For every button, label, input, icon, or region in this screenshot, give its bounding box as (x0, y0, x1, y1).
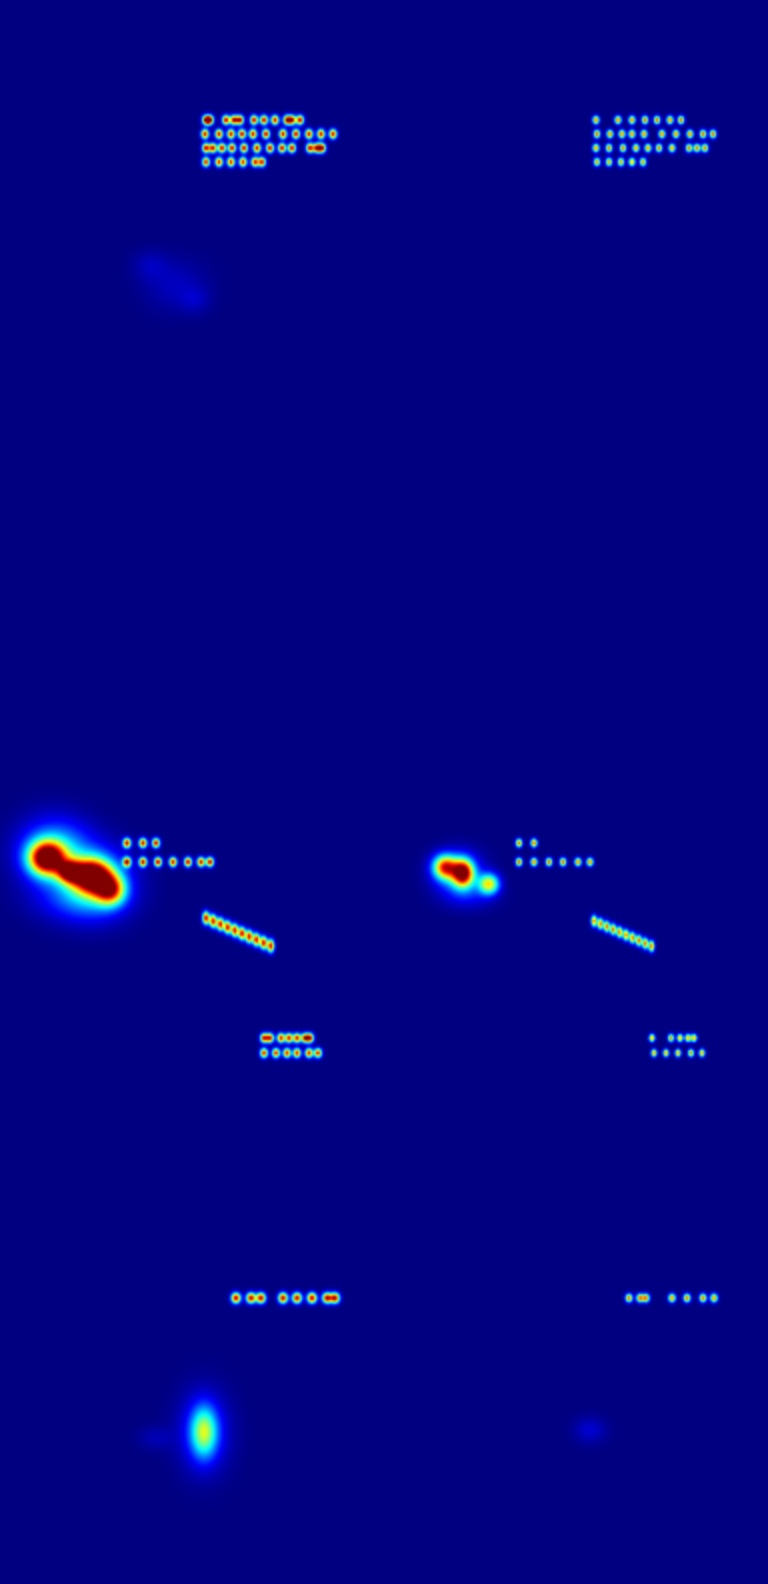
text-block-mid-right (510, 828, 595, 868)
diagonal-text-left (198, 900, 278, 950)
warm-blob-mid-right (428, 845, 500, 895)
small-text-lower-left (255, 1020, 323, 1056)
glow-bottom-left (182, 1395, 227, 1457)
text-row-bottom-right (620, 1277, 720, 1299)
faint-glow-bottom-right (565, 1418, 610, 1448)
small-text-lower-right (645, 1022, 705, 1056)
text-block-top-left (200, 112, 340, 170)
text-block-top-right (588, 112, 718, 170)
text-block-mid-left (118, 828, 216, 868)
diagonal-text-right (585, 905, 657, 950)
text-row-bottom-left (228, 1275, 340, 1300)
faint-blob-upper-left (130, 245, 220, 320)
